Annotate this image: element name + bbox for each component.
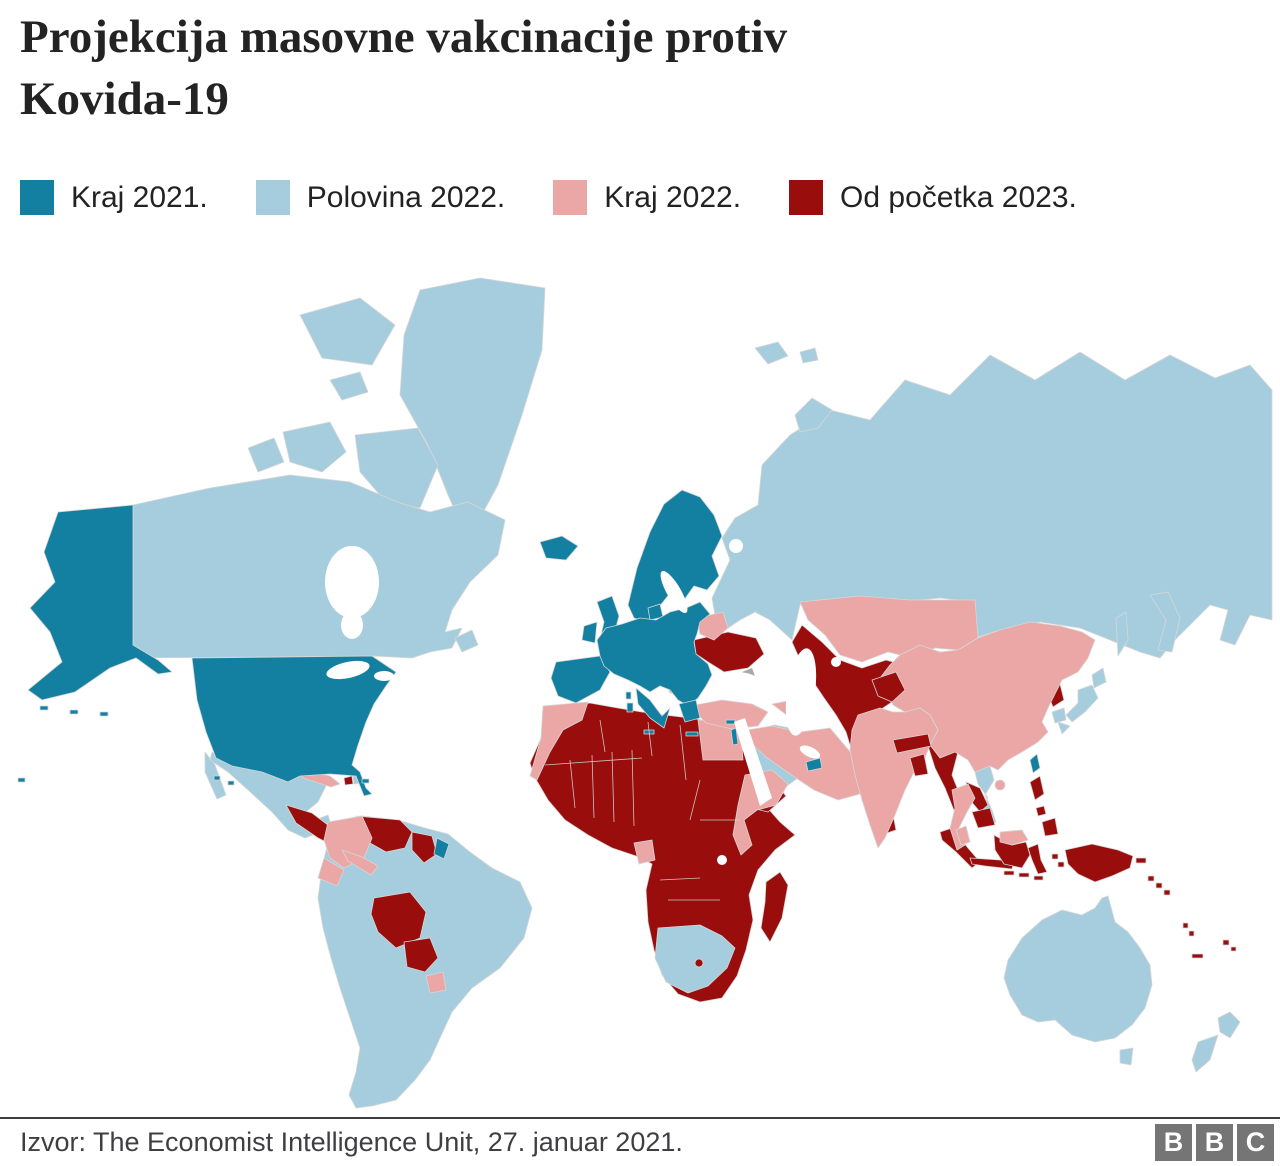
legend-item-polovina-2022: Polovina 2022. [255,180,506,215]
bbc-logo-block: B [1196,1124,1233,1161]
legend: Kraj 2021. Polovina 2022. Kraj 2022. Od … [20,180,1077,215]
source-text: Izvor: The Economist Intelligence Unit, … [20,1127,683,1157]
legend-item-kraj-2021: Kraj 2021. [20,180,208,215]
legend-item-kraj-2022: Kraj 2022. [553,180,741,215]
bbc-logo-block: B [1155,1124,1192,1161]
sea-overlays [325,539,841,865]
legend-label: Kraj 2022. [604,180,742,214]
legend-label: Kraj 2021. [71,180,208,214]
legend-label: Polovina 2022. [306,180,506,214]
map-regions-kraj-2021 [17,489,1041,860]
page-title-line2: Kovida-19 [20,73,229,125]
world-map [0,260,1280,1110]
country-border-lines [544,719,740,901]
legend-label: Od početka 2023. [840,180,1077,214]
bbc-logo-block: C [1237,1124,1274,1161]
map-regions-od-pocetka-2023 [285,624,1237,1003]
page-title-line1: Projekcija masovne vakcinacije protiv [20,11,788,63]
legend-swatch-kraj-2021 [20,180,54,215]
legend-swatch-od-pocetka-2023 [789,180,824,215]
legend-item-od-pocetka-2023: Od početka 2023. [789,180,1077,215]
legend-swatch-kraj-2022 [553,180,588,215]
world-map-svg [17,277,1273,1109]
map-region-south-africa [654,924,736,994]
bbc-logo: B B C [1155,1124,1274,1161]
legend-swatch-polovina-2022 [255,180,290,215]
footer: Izvor: The Economist Intelligence Unit, … [0,1117,1280,1166]
page-title: Projekcija masovne vakcinacije protiv Ko… [20,6,1200,130]
map-regions-overlay-red [871,671,932,777]
map-regions-polovina-2022 [132,277,1273,1109]
